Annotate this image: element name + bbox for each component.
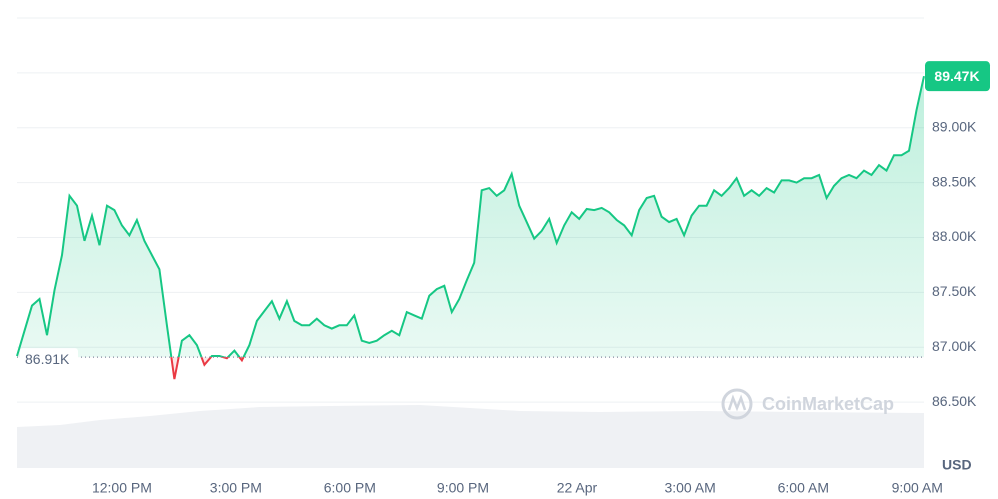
watermark: CoinMarketCap [721,388,894,420]
price-line [16,75,925,358]
y-tick-label: 88.00K [932,228,977,244]
current-price-label: 89.47K [934,68,979,84]
x-tick-label: 12:00 PM [92,480,152,496]
x-tick-label: 3:00 PM [210,480,262,496]
watermark-text: CoinMarketCap [762,394,894,414]
y-axis-label: USD [942,457,972,473]
x-tick-label: 3:00 AM [664,480,715,496]
x-tick-label: 9:00 AM [892,480,943,496]
y-tick-label: 88.50K [932,173,977,189]
baseline-label-bg [20,348,78,367]
current-price-badge [925,61,990,92]
volume-area [17,405,924,468]
x-tick-label: 6:00 PM [324,480,376,496]
x-tick-label: 22 Apr [557,480,598,496]
baseline-label: 86.91K [25,351,70,367]
x-tick-label: 9:00 PM [437,480,489,496]
price-area [17,76,924,358]
y-tick-label: 87.00K [932,338,977,354]
y-tick-label: 89.00K [932,118,977,134]
y-tick-label: 87.50K [932,283,977,299]
x-tick-label: 6:00 AM [778,480,829,496]
y-tick-label: 86.50K [932,393,977,409]
